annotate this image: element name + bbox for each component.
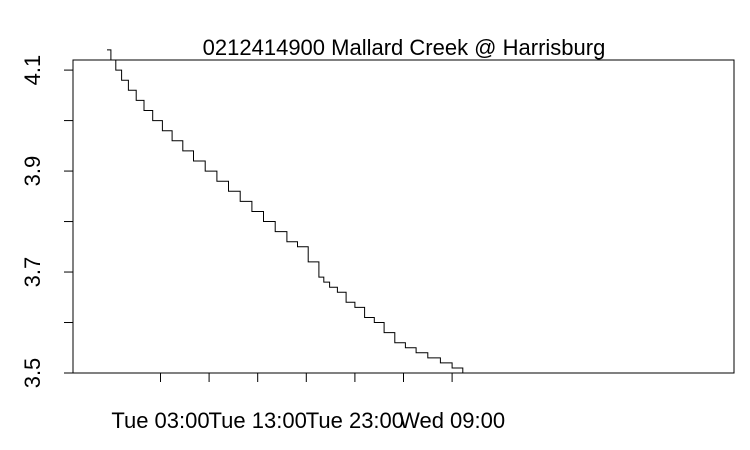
y-tick-label: 3.7 [20,257,45,288]
x-tick-label: Wed 09:00 [399,408,505,433]
x-tick-label: Tue 13:00 [209,408,307,433]
plot-frame [72,59,735,374]
chart-title: 0212414900 Mallard Creek @ Harrisburg [203,35,606,60]
y-tick-label: 3.5 [20,358,45,389]
x-tick-label: Tue 23:00 [306,408,404,433]
y-tick-label: 3.9 [20,156,45,187]
x-tick-label: Tue 03:00 [111,408,209,433]
y-axis: 3.5 3.7 3.9 4.1 [20,55,73,388]
y-tick-label: 4.1 [20,55,45,86]
series-line-gauge-height [107,49,723,374]
